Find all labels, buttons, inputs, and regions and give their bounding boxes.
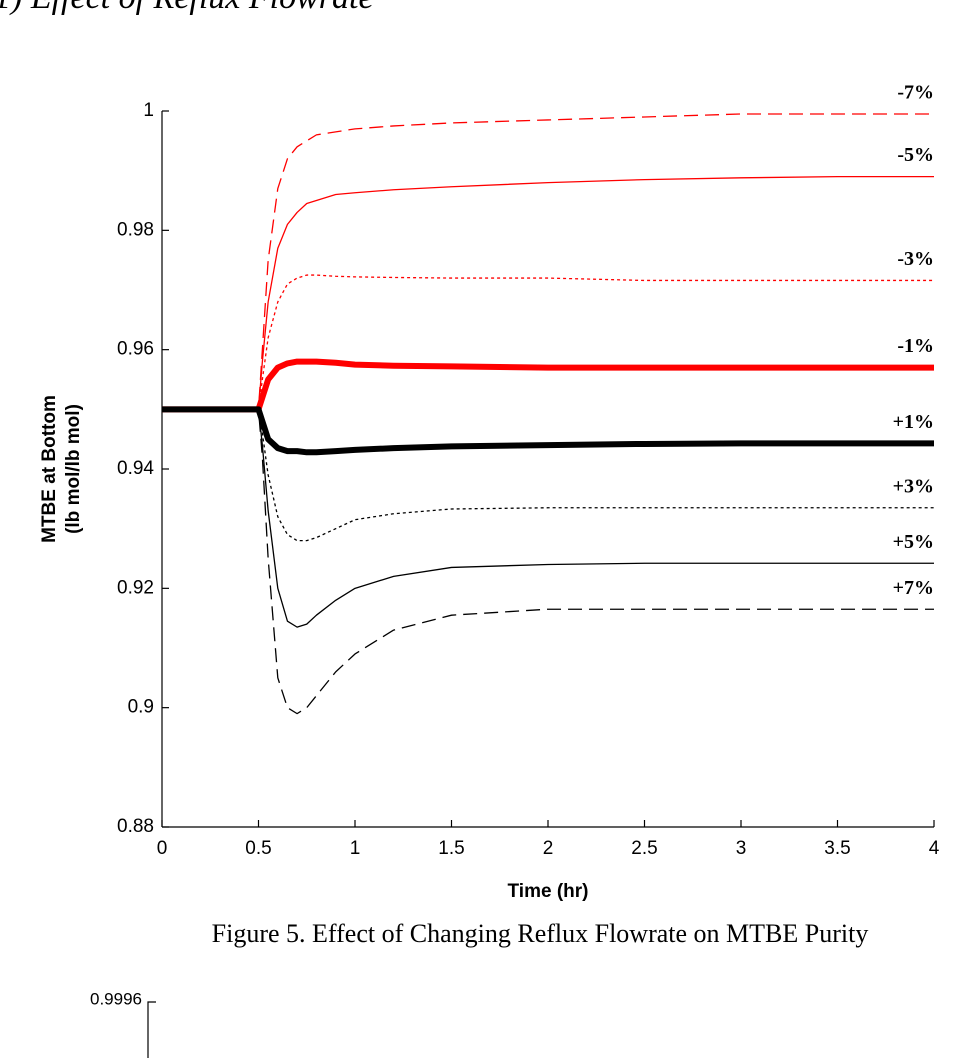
series-line (162, 358, 934, 413)
series-label: -1% (897, 335, 934, 357)
x-tick-label: 3.5 (824, 838, 850, 859)
y-tick-label: 0.96 (117, 339, 154, 360)
series-line (162, 175, 934, 410)
series-label: +7% (893, 577, 934, 599)
x-axis-label: Time (hr) (508, 881, 589, 902)
section-heading: 1) Effect of Reflux Flowrate (0, 0, 374, 16)
x-tick-label: 0 (157, 838, 168, 859)
series-label: -7% (897, 82, 934, 104)
series-label: +3% (893, 475, 934, 497)
series-line (162, 408, 934, 542)
y-tick-label: 1 (143, 100, 154, 121)
x-tick-label: 1.5 (438, 838, 464, 859)
series-line (162, 408, 934, 715)
y-tick-label: 0.94 (117, 458, 154, 479)
figure-caption: Figure 5. Effect of Changing Reflux Flow… (212, 919, 869, 948)
y-axis-label-line: (lb mol/lb mol) (63, 404, 84, 534)
series-label: +5% (893, 531, 934, 553)
y-axis-label: MTBE at Bottom (lb mol/lb mol) (39, 395, 84, 543)
series-line (162, 113, 934, 410)
series-label: -5% (897, 144, 934, 166)
y-tick-label: 0.92 (117, 577, 154, 598)
series-line (162, 274, 934, 410)
series-line (162, 406, 934, 456)
x-tick-label: 0.5 (245, 838, 271, 859)
next-figure-tick-label: 0.9996 (90, 989, 142, 1008)
x-tick-label: 4 (929, 838, 940, 859)
series-label: +1% (893, 411, 934, 433)
x-tick-label: 3 (736, 838, 747, 859)
series-label: -3% (897, 248, 934, 270)
y-tick-label: 0.9 (128, 697, 154, 718)
x-tick-label: 2.5 (631, 838, 657, 859)
y-tick-label: 0.98 (117, 219, 154, 240)
series-line (162, 408, 934, 628)
y-tick-label: 0.88 (117, 816, 154, 837)
x-tick-label: 2 (543, 838, 554, 859)
x-tick-label: 1 (350, 838, 361, 859)
next-figure-axis (147, 1001, 156, 1058)
y-axis-label-line: MTBE at Bottom (39, 395, 60, 543)
